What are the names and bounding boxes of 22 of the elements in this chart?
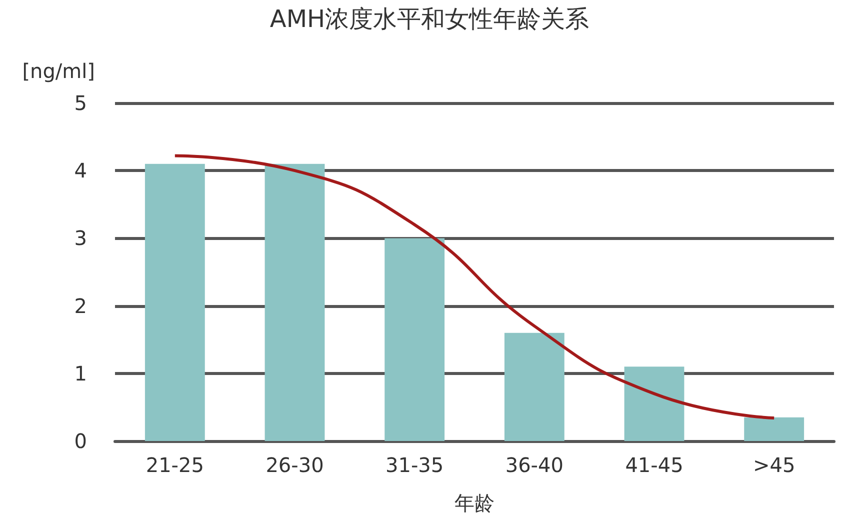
y-tick-label: 4 (74, 158, 87, 183)
bar (624, 366, 684, 441)
y-tick-label: 5 (74, 91, 87, 115)
bar (384, 238, 445, 441)
y-tick-label: 2 (74, 294, 87, 318)
x-tick-label: 21-25 (146, 453, 204, 477)
x-axis-title: 年龄 (454, 491, 494, 515)
bar (144, 164, 205, 441)
bar (264, 164, 325, 441)
bar (744, 417, 804, 441)
chart-title: AMH浓度水平和女性年龄关系 (270, 5, 590, 33)
y-tick-label: 3 (74, 226, 87, 250)
x-tick-label: 31-35 (386, 453, 444, 477)
y-axis-title: [ng/ml] (22, 59, 95, 83)
x-tick-label: 26-30 (266, 453, 324, 477)
bar (504, 332, 564, 441)
x-tick-label: 41-45 (625, 453, 684, 477)
y-tick-label: 1 (74, 361, 87, 386)
x-tick-label: >45 (752, 453, 796, 477)
x-tick-label: 36-40 (505, 453, 564, 477)
line-series (173, 154, 776, 420)
y-tick-label: 0 (74, 429, 87, 453)
